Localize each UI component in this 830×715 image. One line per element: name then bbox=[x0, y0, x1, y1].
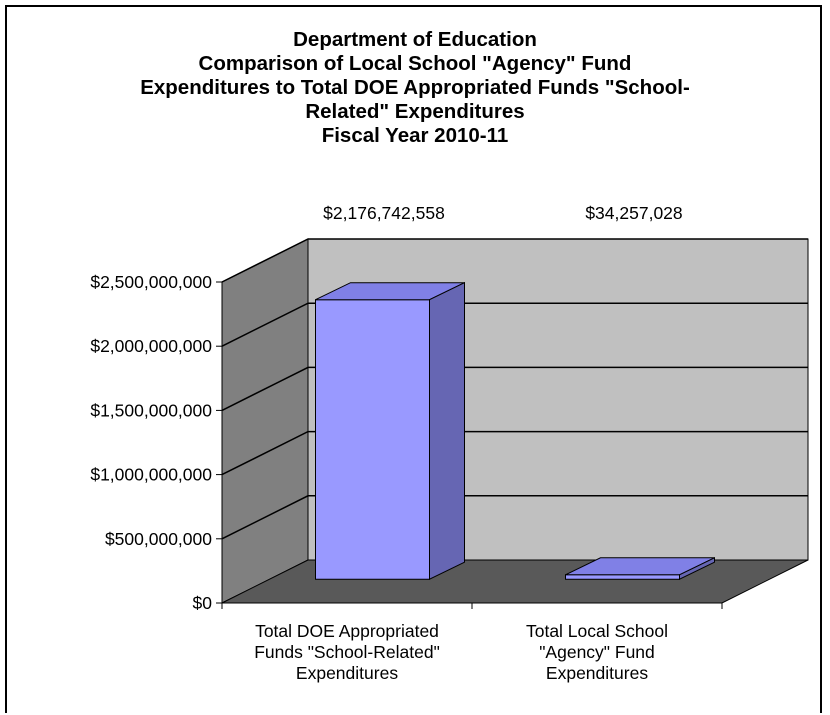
y-tick-label: $2,500,000,000 bbox=[90, 272, 212, 292]
gridline bbox=[221, 238, 808, 283]
x-category-label: Total Local School "Agency" Fund Expenditu… bbox=[526, 621, 668, 683]
gridline bbox=[221, 302, 808, 347]
floor bbox=[221, 559, 809, 604]
bar-side bbox=[429, 281, 465, 580]
bar-front bbox=[565, 574, 680, 580]
y-tick-label: $1,500,000,000 bbox=[90, 400, 212, 420]
bar bbox=[315, 281, 465, 580]
gridline bbox=[221, 430, 808, 476]
gridline bbox=[221, 495, 808, 540]
chart-title: Department of Education Comparison of Lo… bbox=[0, 28, 830, 148]
y-tick-label: $500,000,000 bbox=[105, 529, 212, 549]
data-label: $2,176,742,558 bbox=[323, 203, 445, 223]
x-category-label: Total DOE Appropriated Funds "School-Rela… bbox=[254, 621, 440, 683]
bar-front bbox=[315, 299, 430, 580]
side-wall bbox=[221, 238, 309, 604]
title-line-4: Related" Expenditures bbox=[305, 100, 525, 123]
title-line-3: Expenditures to Total DOE Appropriated F… bbox=[140, 76, 690, 99]
y-tick-label: $1,000,000,000 bbox=[90, 465, 212, 485]
y-tick-label: $2,000,000,000 bbox=[90, 336, 212, 356]
title-line-1: Department of Education bbox=[293, 28, 537, 51]
gridline bbox=[221, 366, 808, 412]
data-label: $34,257,028 bbox=[585, 203, 682, 223]
title-line-5: Fiscal Year 2010-11 bbox=[321, 124, 509, 147]
title-line-2: Comparison of Local School "Agency" Fund bbox=[198, 52, 632, 75]
bar-side bbox=[679, 557, 715, 580]
y-tick-label: $0 bbox=[193, 593, 213, 613]
bar bbox=[565, 557, 715, 580]
